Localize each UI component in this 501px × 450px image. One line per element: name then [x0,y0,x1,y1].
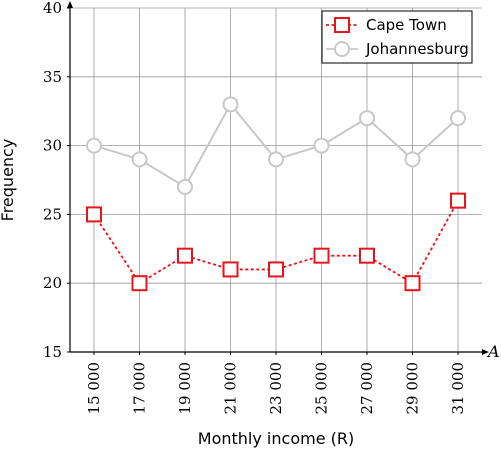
y-tick-label: 15 [43,343,62,361]
y-tick-label: 30 [43,137,62,155]
y-tick-label: 35 [43,68,62,86]
x-tick-label: 25 000 [313,362,331,415]
legend: Cape Town Johannesburg [321,10,473,64]
x-tick-label: 15 000 [85,362,103,415]
y-tick-labels: 15 20 25 30 35 40 [43,0,70,361]
series-cape-town [86,192,466,292]
data-point [359,247,375,264]
legend-label: Cape Town [366,16,447,34]
y-tick-label: 25 [43,205,62,223]
data-point [268,261,284,278]
x-tick-label: 23 000 [267,362,285,415]
data-point [131,151,148,168]
data-point [86,206,102,223]
x-tick-label: 17 000 [131,362,149,415]
data-point [222,261,239,278]
x-axis-arrow-icon [482,349,489,355]
legend-marker-square-icon [334,17,350,33]
data-point [177,247,193,264]
legend-marker-circle-icon [334,41,350,57]
x-tick-labels: 15 000 17 000 19 000 21 000 23 000 25 000 27 0… [85,352,467,415]
x-tick-label: 21 000 [222,362,240,415]
data-point [313,137,330,154]
legend-label: Johannesburg [365,40,469,58]
data-point [86,137,102,154]
x-tick-label: 27 000 [358,362,376,415]
data-point [359,110,375,127]
data-point [131,275,148,292]
x-tick-label: 19 000 [176,362,194,415]
grid [70,7,482,352]
y-axis-arrow-icon [67,1,73,8]
data-point [222,96,239,113]
data-point [177,178,193,195]
x-axis-title: Monthly income (R) [198,429,354,448]
series-johannesburg [86,96,466,195]
data-point [404,151,421,168]
data-point [450,110,466,127]
y-tick-label: 20 [43,274,62,292]
y-axis-title: Frequency [0,139,17,222]
series-line [93,200,459,285]
data-point [313,247,330,264]
data-point [450,192,466,209]
series-group [86,96,466,292]
y-tick-label: 40 [43,0,62,17]
data-point [268,151,284,168]
x-tick-label: 31 000 [449,362,467,415]
data-point [404,275,421,292]
x-tick-label: 29 000 [404,362,422,415]
x-axis-end-label: A [486,342,500,361]
